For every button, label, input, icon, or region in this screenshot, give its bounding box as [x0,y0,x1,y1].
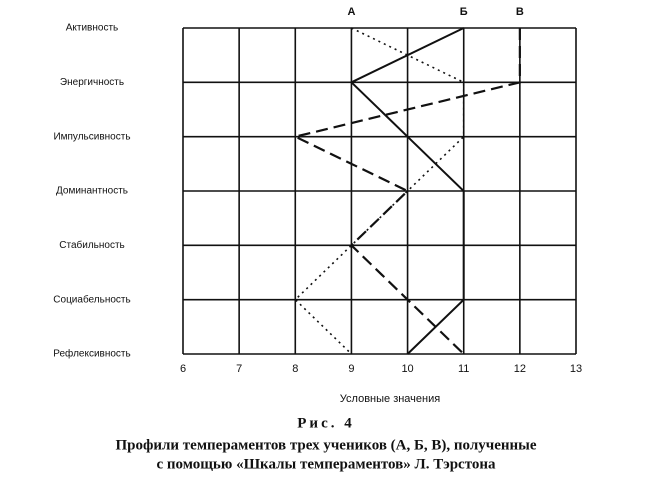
category-label: Импульсивность [53,131,130,142]
category-label: Социабельность [53,293,130,305]
category-label: Активность [66,23,119,34]
caption-line: Профили темпераментов трех учеников (А, … [115,437,536,453]
x-tick-label: 9 [348,363,354,375]
caption-line: с помощью «Шкалы темпераментов» Л. Тэрст… [156,456,496,472]
series-label: В [516,6,524,18]
series-label: Б [460,6,468,18]
series-label: А [347,6,355,18]
x-tick-label: 7 [236,363,242,375]
category-label: Рефлексивность [53,348,130,360]
profile-line [292,28,521,355]
x-tick-label: 6 [180,363,186,375]
x-axis-label: Условные значения [340,393,440,405]
x-tick-label: 13 [570,363,582,375]
x-tick-label: 8 [292,363,298,375]
category-label: Стабильность [59,239,124,251]
figure-number: Рис. 4 [297,415,354,431]
x-tick-label: 11 [458,363,469,375]
category-label: Энергичность [60,77,124,88]
x-tick-label: 12 [514,363,526,375]
category-label: Доминантность [56,186,128,197]
x-tick-label: 10 [401,363,413,375]
profile-line [349,27,465,355]
